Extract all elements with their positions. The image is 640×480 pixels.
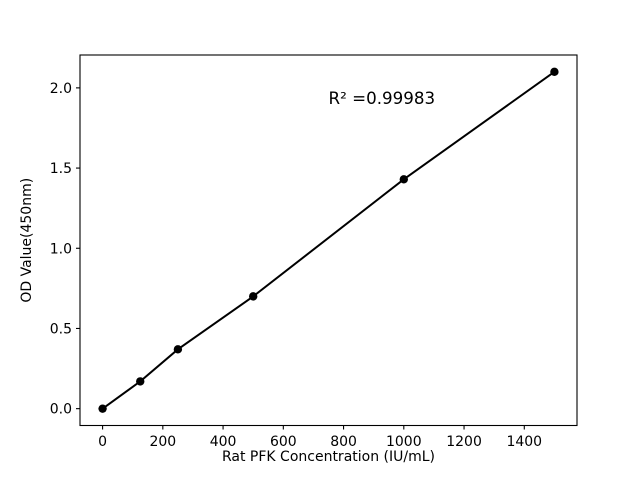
x-tick-label: 800 — [330, 434, 357, 450]
y-tick-label: 2.0 — [50, 81, 72, 97]
x-tick-label: 1400 — [506, 434, 542, 450]
x-tick-label: 400 — [210, 434, 237, 450]
data-point — [173, 345, 183, 354]
y-axis-label: OD Value(450nm) — [19, 178, 35, 303]
y-tick-label: 0.5 — [50, 321, 72, 337]
y-tick-label: 1.0 — [50, 241, 72, 257]
plot-border — [79, 54, 578, 427]
data-point — [399, 175, 409, 184]
x-tick-label: 1000 — [386, 434, 422, 450]
x-tick-label: 200 — [149, 434, 176, 450]
x-tick-label: 0 — [98, 434, 107, 450]
y-tick-label: 0.0 — [50, 402, 72, 418]
x-axis-label: Rat PFK Concentration (IU/mL) — [222, 449, 435, 465]
fit-line — [102, 71, 555, 410]
data-point — [136, 377, 145, 386]
x-tick-label: 600 — [270, 434, 297, 450]
data-point — [550, 67, 559, 77]
data-point — [248, 292, 258, 301]
data-point — [98, 404, 107, 413]
r-squared-annotation: R² =0.99983 — [329, 88, 436, 108]
y-tick-label: 1.5 — [50, 161, 72, 177]
x-tick-label: 1200 — [446, 434, 482, 450]
